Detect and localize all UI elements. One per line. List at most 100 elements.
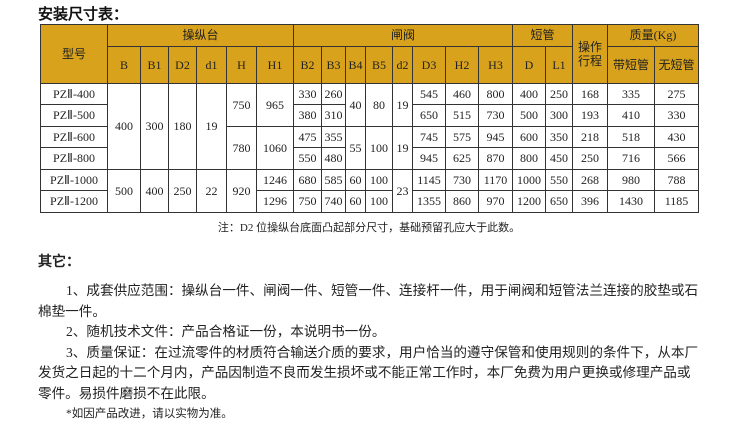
header-console: 操纵台 xyxy=(107,24,294,47)
value-cell: 1355 xyxy=(412,190,446,213)
header-valve: 闸阀 xyxy=(293,24,513,47)
value-cell: 500 xyxy=(512,104,546,127)
paragraph-documents: 2、随机技术文件：产品合格证一份，本说明书一份。 xyxy=(66,324,386,339)
value-cell: 860 xyxy=(445,190,479,213)
value-cell: 585 xyxy=(321,168,346,191)
value-cell: 250 xyxy=(168,168,197,213)
value-cell: 730 xyxy=(445,168,479,191)
header-mass-0: 带短管 xyxy=(607,45,655,84)
value-cell: 1296 xyxy=(256,190,294,213)
table-row: PZⅡ-500 380 310 650 515 730 500 300 193 410 330 xyxy=(40,104,699,127)
value-cell: 970 xyxy=(478,190,513,213)
value-cell: 545 xyxy=(412,82,446,105)
value-cell: 515 xyxy=(445,104,479,127)
paragraph-warranty: 3、质量保证：在过流零件的材质符合输送介质的要求，用户恰当的遵守保管和使用规则的… xyxy=(38,344,699,401)
value-cell: 745 xyxy=(412,125,446,148)
other-content: 1、成套供应范围：操纵台一件、闸阀一件、短管一件、连接杆一件，用于闸阀和短管法兰… xyxy=(38,281,702,425)
value-cell: 40 xyxy=(345,82,366,127)
value-cell: 680 xyxy=(293,168,322,191)
value-cell: 945 xyxy=(412,147,446,170)
header-d: D xyxy=(512,45,546,84)
header-d1: d1 xyxy=(196,45,227,84)
value-cell: 260 xyxy=(321,82,346,105)
model-cell: PZⅡ-1000 xyxy=(40,168,108,191)
model-cell: PZⅡ-500 xyxy=(40,104,108,127)
value-cell: 250 xyxy=(545,82,573,105)
value-cell: 168 xyxy=(572,82,608,105)
value-cell: 380 xyxy=(293,104,322,127)
value-cell: 396 xyxy=(572,190,608,213)
value-cell: 250 xyxy=(572,147,608,170)
value-cell: 218 xyxy=(572,125,608,148)
value-cell: 1246 xyxy=(256,168,294,191)
value-cell: 740 xyxy=(321,190,346,213)
value-cell: 1145 xyxy=(412,168,446,191)
header-mass: 质量(Kg) xyxy=(607,24,699,47)
value-cell: 980 xyxy=(607,168,655,191)
value-cell: 100 xyxy=(365,125,393,170)
value-cell: 60 xyxy=(345,168,366,191)
header-l1: L1 xyxy=(545,45,573,84)
value-cell: 945 xyxy=(478,125,513,148)
value-cell: 180 xyxy=(168,82,197,170)
value-cell: 600 xyxy=(512,125,546,148)
value-cell: 460 xyxy=(445,82,479,105)
value-cell: 1060 xyxy=(256,125,294,170)
value-cell: 430 xyxy=(654,125,699,148)
value-cell: 650 xyxy=(412,104,446,127)
value-cell: 268 xyxy=(572,168,608,191)
header-b2: B2 xyxy=(293,45,322,84)
value-cell: 23 xyxy=(392,168,413,213)
header-d3: D3 xyxy=(412,45,446,84)
header-h1: H1 xyxy=(256,45,294,84)
header-d2: d2 xyxy=(392,45,413,84)
value-cell: 19 xyxy=(392,82,413,127)
model-cell: PZⅡ-400 xyxy=(40,82,108,105)
value-cell: 716 xyxy=(607,147,655,170)
value-cell: 566 xyxy=(654,147,699,170)
value-cell: 300 xyxy=(545,104,573,127)
header-b3: B3 xyxy=(321,45,346,84)
value-cell: 625 xyxy=(445,147,479,170)
table-row: PZⅡ-400 400 300 180 19 750 965 330 260 40 80 19 545 4… xyxy=(40,82,699,170)
header-b4: B4 xyxy=(345,45,366,84)
model-cell: PZⅡ-1200 xyxy=(40,190,108,213)
value-cell: 19 xyxy=(392,125,413,170)
header-model: 型号 xyxy=(40,24,108,84)
value-cell: 965 xyxy=(256,82,294,127)
value-cell: 518 xyxy=(607,125,655,148)
value-cell: 730 xyxy=(478,104,513,127)
value-cell: 193 xyxy=(572,104,608,127)
model-cell: PZⅡ-800 xyxy=(40,147,108,170)
header-h3: H3 xyxy=(478,45,513,84)
other-heading: 其它： xyxy=(38,254,80,270)
value-cell: 1170 xyxy=(478,168,513,191)
value-cell: 750 xyxy=(293,190,322,213)
header-b5: B5 xyxy=(365,45,393,84)
value-cell: 870 xyxy=(478,147,513,170)
value-cell: 920 xyxy=(226,168,257,213)
table-note: 注：D2 位操纵台底面凸起部分尺寸，基础预留孔应大于此数。 xyxy=(217,222,521,234)
header-b: B xyxy=(107,45,141,84)
value-cell: 400 xyxy=(512,82,546,105)
header-d2: D2 xyxy=(168,45,197,84)
header-stroke: 操作 行程 xyxy=(572,24,608,84)
header-h2: H2 xyxy=(445,45,479,84)
value-cell: 575 xyxy=(445,125,479,148)
value-cell: 22 xyxy=(196,168,227,213)
value-cell: 60 xyxy=(345,190,366,213)
value-cell: 100 xyxy=(365,168,393,191)
value-cell: 300 xyxy=(140,82,169,170)
value-cell: 100 xyxy=(365,190,393,213)
value-cell: 330 xyxy=(293,82,322,105)
paragraph-supply-scope: 1、成套供应范围：操纵台一件、闸阀一件、短管一件、连接杆一件，用于闸阀和短管法兰… xyxy=(38,283,699,319)
value-cell: 480 xyxy=(321,147,346,170)
header-pipe: 短管 xyxy=(512,24,573,47)
table-row: PZⅡ-1000 500 400 250 22 920 1246 680 585 60 100 23 1… xyxy=(40,168,699,213)
value-cell: 80 xyxy=(365,82,393,127)
header-h: H xyxy=(226,45,257,84)
model-cell: PZⅡ-600 xyxy=(40,125,108,148)
value-cell: 1200 xyxy=(512,190,546,213)
table-row: PZⅡ-1200 1296 750 740 60 100 1355 860 970 1200 650… xyxy=(40,190,699,213)
header-mass-1: 无短管 xyxy=(654,45,699,84)
